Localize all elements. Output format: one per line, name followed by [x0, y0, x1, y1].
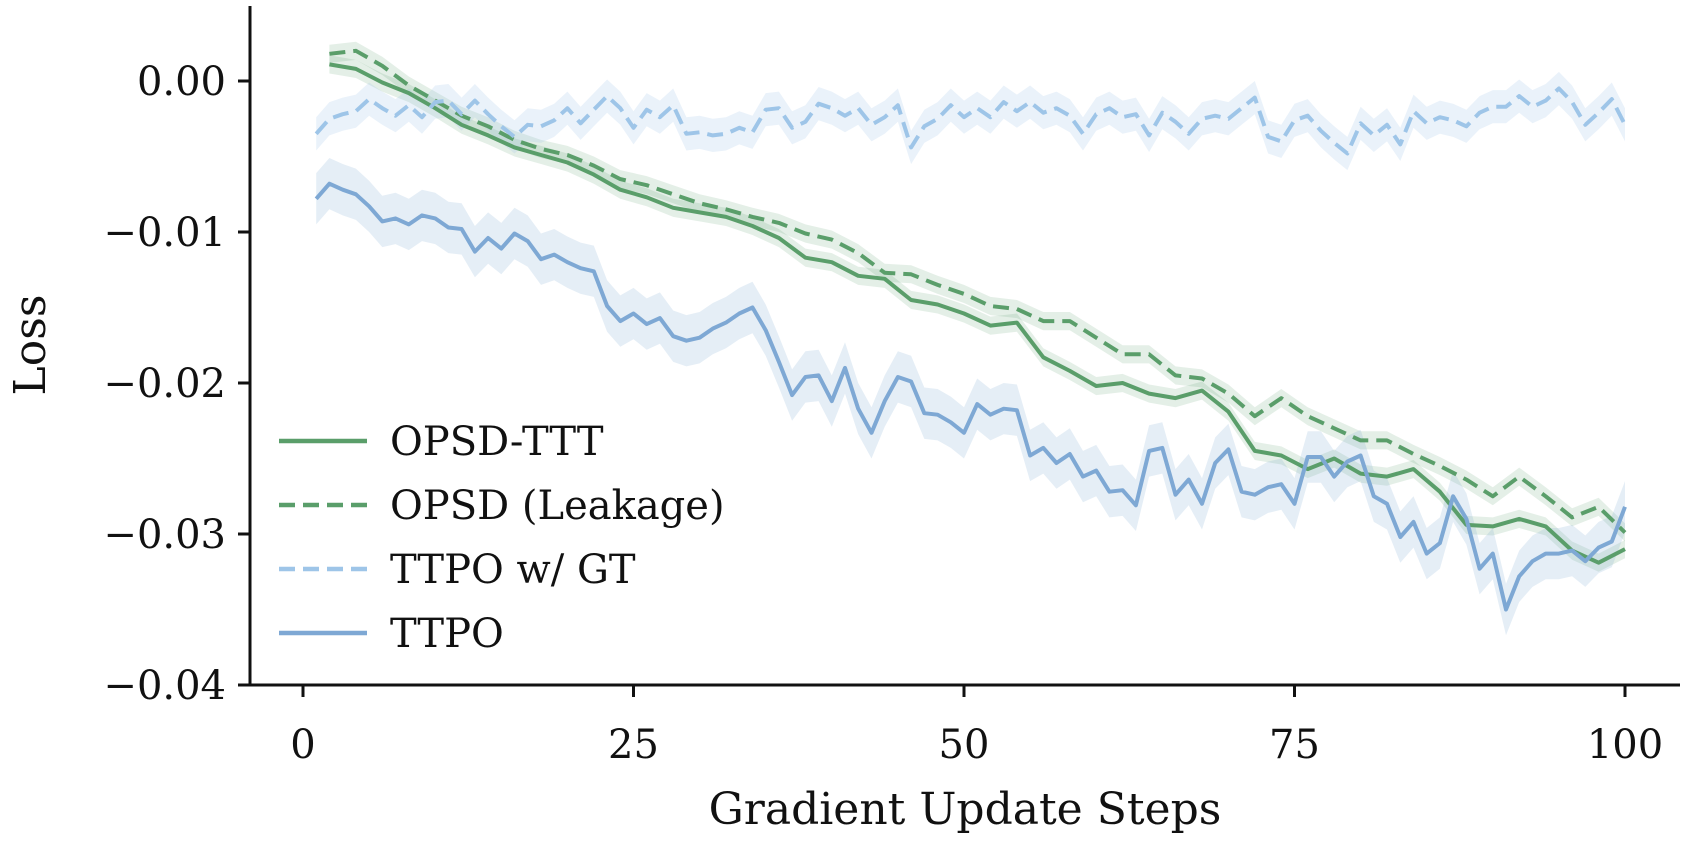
series-line-opsd-ttt — [329, 62, 1626, 565]
confidence-bands — [316, 41, 1626, 636]
x-tick-label: 25 — [608, 722, 659, 768]
y-tick-label: −0.02 — [103, 361, 226, 407]
band-ttpo — [316, 158, 1626, 636]
y-tick-label: −0.04 — [103, 663, 226, 709]
x-tick-label: 50 — [939, 722, 990, 768]
legend: OPSD-TTT OPSD (Leakage) TTPO w/ GT TTPO — [279, 419, 725, 657]
band-opsd-ttt — [329, 55, 1625, 572]
legend-label-ttpo: TTPO — [390, 611, 504, 657]
x-tick-label: 100 — [1587, 722, 1663, 768]
series-lines — [314, 48, 1627, 612]
y-tick-label: −0.01 — [103, 210, 226, 256]
x-ticks: 0 25 50 75 100 — [290, 685, 1663, 768]
band-opsd-leakage — [329, 41, 1625, 542]
legend-label-ttpo-w-gt: TTPO w/ GT — [390, 547, 636, 593]
y-tick-label: −0.03 — [103, 512, 226, 558]
y-ticks: 0.00 −0.01 −0.02 −0.03 −0.04 — [103, 59, 250, 709]
band-ttpo-w-gt — [316, 71, 1626, 171]
y-tick-label: 0.00 — [137, 59, 226, 105]
series-line-ttpo-w-gt — [314, 86, 1627, 156]
legend-label-opsd-leakage: OPSD (Leakage) — [390, 483, 725, 529]
x-tick-label: 0 — [290, 722, 315, 768]
series-line-opsd-leakage — [329, 48, 1627, 534]
y-axis-label: Loss — [5, 295, 56, 396]
x-axis-label: Gradient Update Steps — [709, 784, 1222, 835]
legend-label-opsd-ttt: OPSD-TTT — [390, 419, 604, 465]
series-line-ttpo — [314, 181, 1627, 612]
x-tick-label: 75 — [1269, 722, 1320, 768]
